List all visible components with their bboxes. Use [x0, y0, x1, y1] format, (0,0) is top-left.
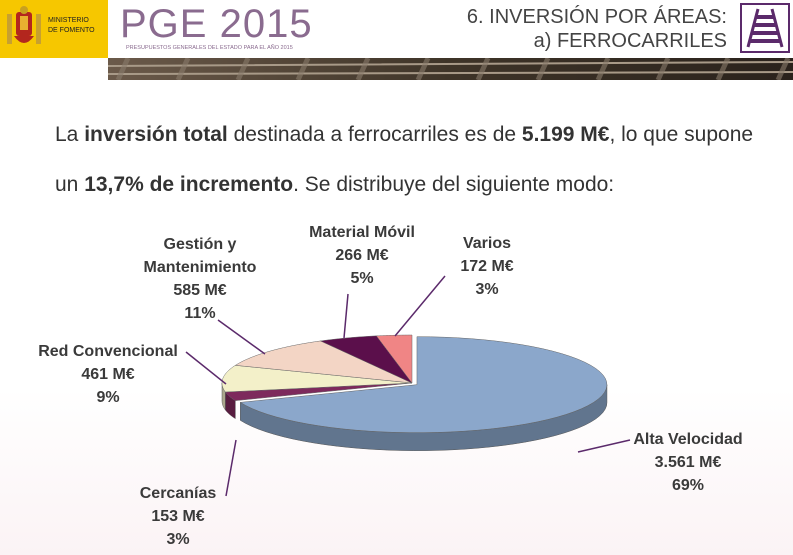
- ministry-line: MINISTERIO: [48, 17, 89, 24]
- intro-segment: destinada a ferrocarriles es de: [227, 123, 522, 146]
- category: Varios: [462, 235, 512, 252]
- logo-subtitle: PRESUPUESTOS GENERALES DEL ESTADO PARA E…: [126, 45, 293, 51]
- amount-label: 153 M€: [151, 508, 205, 525]
- intro-segment: inversión total: [84, 123, 228, 146]
- intro-segment: La: [55, 123, 85, 146]
- leader-line: [225, 439, 237, 497]
- slice-label: Material Móvil 266 M€ 5%: [262, 221, 462, 290]
- slice: [239, 336, 608, 433]
- amount-label: 461 M€: [81, 366, 135, 383]
- section-title: 6. INVERSIÓN POR ÁREAS: a) FERROCARRILES: [467, 5, 727, 53]
- slice: [319, 335, 413, 384]
- value-label: 9%: [96, 389, 120, 406]
- slice-label: Gestión y Mantenimiento 585 M€ 11%: [135, 233, 265, 325]
- slice: [375, 334, 413, 384]
- section: 6. INVERSIÓN POR ÁREAS:: [466, 6, 727, 28]
- amount-label: 172 M€: [460, 258, 514, 275]
- amount-label: 3.561 M€: [654, 454, 722, 471]
- coat-of-arms: [7, 6, 41, 44]
- leader-line: [343, 293, 349, 339]
- intro-segment: 5.199 M€: [521, 123, 610, 146]
- slice-label: Red Convencional 461 M€ 9%: [8, 340, 208, 409]
- intro-segment: . Se distribuye del siguiente modo:: [293, 173, 615, 196]
- leader-line: [217, 319, 266, 355]
- leader-line: [394, 275, 446, 337]
- slice: [221, 365, 413, 393]
- slice-label: Cercanías 153 M€ 3%: [78, 482, 278, 551]
- category: Red Convencional: [38, 343, 178, 360]
- slice-label: Alta Velocidad 3.561 M€ 69%: [588, 428, 788, 497]
- ministry-line: DE FOMENTO: [48, 27, 95, 34]
- ministry-badge: MINISTERIO DE FOMENTO: [0, 0, 108, 58]
- slice-label: Varios 172 M€ 3%: [387, 232, 587, 301]
- leader-line: [577, 439, 631, 453]
- value-label: 3%: [166, 531, 190, 548]
- intro-text: La inversión total destinada a ferrocarr…: [55, 110, 755, 210]
- rail-icon: [740, 3, 790, 53]
- value-label: 11%: [184, 305, 216, 322]
- slice: [224, 382, 413, 401]
- value-label: 5%: [350, 270, 374, 287]
- category: Alta Velocidad: [633, 431, 743, 448]
- amount-label: 585 M€: [173, 282, 227, 299]
- leader-line: [185, 351, 227, 385]
- category: Material Móvil: [309, 224, 415, 241]
- value-label: 3%: [475, 281, 499, 298]
- subsection: a) FERROCARRILES: [533, 30, 727, 52]
- value-label: 69%: [671, 477, 705, 494]
- category: Cercanías: [139, 485, 217, 502]
- slice: [234, 340, 413, 384]
- logo: PGE 2015: [120, 2, 313, 46]
- amount-label: 266 M€: [335, 247, 389, 264]
- intro-segment: 13,7% de incremento: [84, 173, 294, 196]
- category: Gestión y Mantenimiento: [143, 236, 257, 276]
- rail-photo: [108, 58, 793, 80]
- intro-segment: , lo que supone un: [55, 123, 754, 196]
